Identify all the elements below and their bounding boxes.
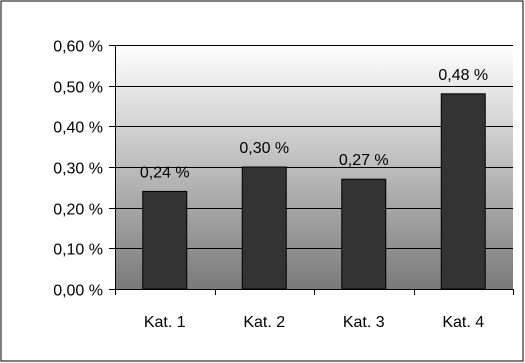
data-labels: 0,24 % 0,30 % 0,27 % 0,48 % <box>140 67 488 182</box>
x-tick-label: Kat. 2 <box>243 314 285 331</box>
bars <box>142 93 486 290</box>
data-label: 0,48 % <box>438 67 488 84</box>
y-tick-label: 0,20 % <box>53 202 103 219</box>
x-tick-label: Kat. 1 <box>144 314 186 331</box>
x-tick-label: Kat. 4 <box>442 314 484 331</box>
y-tick-label: 0,00 % <box>53 283 103 300</box>
y-tick-label: 0,50 % <box>53 80 103 97</box>
x-tick-labels: Kat. 1 Kat. 2 Kat. 3 Kat. 4 <box>144 314 484 331</box>
y-tick-label: 0,60 % <box>53 39 103 56</box>
bar-4 <box>440 93 486 290</box>
y-tick-labels: 0,00 % 0,10 % 0,20 % 0,30 % 0,40 % 0,50 % 0,60… <box>53 39 103 300</box>
data-label: 0,24 % <box>140 164 190 181</box>
x-tick-label: Kat. 3 <box>343 314 385 331</box>
data-label: 0,30 % <box>239 140 289 157</box>
bar-1 <box>142 190 188 290</box>
y-tick-label: 0,10 % <box>53 242 103 259</box>
bar-2 <box>241 166 287 290</box>
axes <box>109 45 514 295</box>
bar-3 <box>341 178 387 290</box>
data-label: 0,27 % <box>339 152 389 169</box>
y-tick-label: 0,30 % <box>53 161 103 178</box>
y-tick-label: 0,40 % <box>53 120 103 137</box>
